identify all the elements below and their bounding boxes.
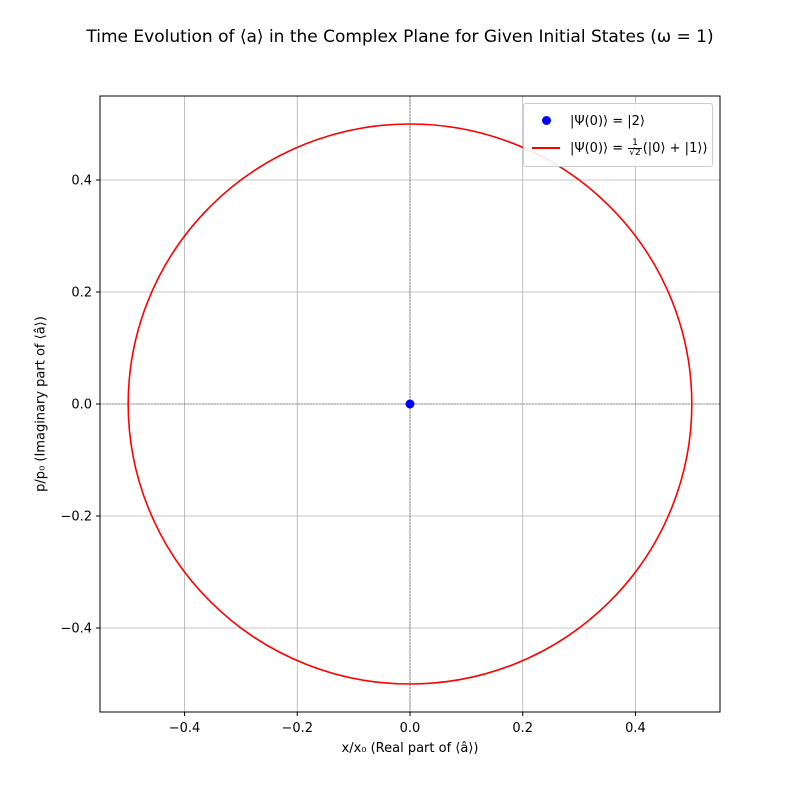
y-tick-label-2: 0.0 [71, 398, 92, 413]
legend-entry-state-2: |Ψ(0)⟩ = |2⟩ [532, 111, 645, 131]
chart-title: Time Evolution of ⟨a⟩ in the Complex Pla… [86, 27, 714, 47]
legend-label-state-2: |Ψ(0)⟩ = |2⟩ [570, 113, 645, 129]
x-tick-label-1: −0.2 [281, 721, 313, 736]
legend-label-suffix: (|0⟩ + |1⟩) [642, 140, 708, 156]
x-axis-label: x/x₀ (Real part of ⟨â⟩) [341, 741, 479, 756]
series-point-0-0 [405, 399, 415, 409]
y-tick-label-1: −0.2 [60, 510, 92, 525]
x-tick-label-3: 0.2 [512, 721, 533, 736]
legend-label-superposition: |Ψ(0)⟩ = 1 √2 (|0⟩ + |1⟩) [570, 138, 708, 158]
legend-marker-red-line [532, 138, 560, 158]
x-tick-label-4: 0.4 [625, 721, 646, 736]
legend-fraction: 1 √2 [628, 138, 642, 158]
legend-entry-superposition: |Ψ(0)⟩ = 1 √2 (|0⟩ + |1⟩) [532, 138, 707, 158]
y-axis-label: p/p₀ (Imaginary part of ⟨â⟩) [33, 316, 49, 492]
x-tick-label-0: −0.4 [169, 721, 201, 736]
legend-fraction-num: 1 [628, 138, 642, 149]
legend-fraction-den: √2 [629, 147, 641, 158]
y-tick-label-4: 0.4 [71, 174, 92, 189]
legend: |Ψ(0)⟩ = |2⟩ |Ψ(0)⟩ = 1 √2 (|0⟩ + |1⟩) [523, 103, 713, 167]
legend-marker-blue-dot [532, 111, 560, 131]
legend-label-prefix: |Ψ(0)⟩ = [570, 140, 628, 156]
y-tick-label-0: −0.4 [60, 622, 92, 637]
series-circle-1 [127, 123, 693, 685]
x-tick-label-2: 0.0 [400, 721, 421, 736]
y-tick-label-3: 0.2 [71, 286, 92, 301]
